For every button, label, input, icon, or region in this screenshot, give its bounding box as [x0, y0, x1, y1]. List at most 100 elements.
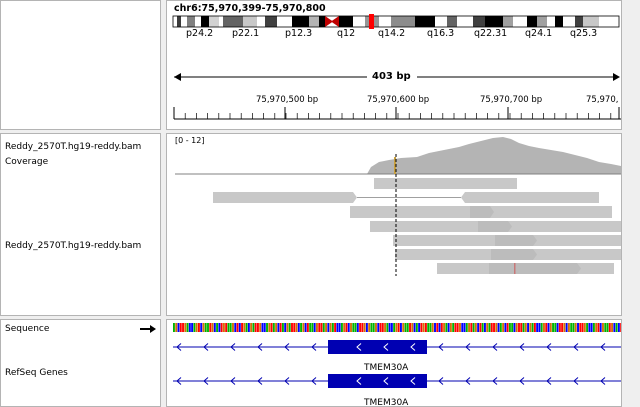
sequence-base: [202, 323, 205, 332]
sequence-base: [304, 323, 307, 332]
read: [478, 221, 512, 232]
name-panel-data: Reddy_2570T.hg19-reddy.bam Coverage Redd…: [0, 133, 161, 316]
sequence-base: [182, 323, 184, 332]
sequence-base: [617, 323, 620, 332]
sequence-base: [311, 323, 314, 332]
sequence-base: [570, 323, 573, 332]
sequence-base: [499, 323, 502, 332]
cytoband: [503, 16, 513, 27]
alignment-canvas[interactable]: [167, 134, 622, 316]
sequence-base: [261, 323, 264, 332]
sequence-base: [449, 323, 452, 332]
sequence-base: [561, 323, 564, 332]
sequence-base: [558, 323, 561, 332]
sequence-base: [363, 323, 366, 332]
cytoband: [177, 16, 181, 27]
ruler-tick-label: 75,970,700 bp: [480, 95, 543, 105]
cytoband: [435, 16, 447, 27]
sequence-base: [440, 323, 443, 332]
strand-chevron-icon: [311, 377, 317, 385]
sequence-base: [350, 323, 352, 332]
sequence-base: [422, 323, 425, 332]
strand-chevron-icon: [492, 377, 498, 385]
sequence-base: [504, 323, 507, 332]
sequence-base: [490, 323, 493, 332]
cytoband: [547, 16, 555, 27]
sequence-base: [327, 323, 330, 332]
sequence-base: [302, 323, 305, 332]
sequence-base: [309, 323, 312, 332]
read: [495, 235, 537, 246]
coverage-track-name[interactable]: Reddy_2570T.hg19-reddy.bam Coverage: [5, 142, 142, 167]
sequence-base: [352, 323, 355, 332]
sequence-base: [495, 323, 498, 332]
sequence-base: [615, 323, 618, 332]
sequence-base: [574, 323, 577, 332]
sequence-base: [477, 323, 480, 332]
sequence-base: [340, 323, 343, 332]
sequence-base: [220, 323, 223, 332]
exon-strand-chevrons: [356, 343, 416, 351]
sequence-base: [581, 323, 584, 332]
sequence-base: [211, 323, 214, 332]
sequence-base: [188, 323, 191, 332]
read: [470, 206, 494, 218]
band-label: p24.2: [186, 28, 214, 39]
sequence-base: [256, 323, 259, 332]
sequence-track-name[interactable]: Sequence: [5, 324, 50, 334]
cytoband: [563, 16, 575, 27]
sequence-base: [238, 323, 241, 332]
sequence-base: [179, 323, 182, 332]
sequence-track: [173, 323, 621, 332]
sequence-base: [241, 323, 243, 332]
sequence-base: [470, 323, 473, 332]
feature-panel[interactable]: TMEM30A TMEM30A: [166, 319, 622, 407]
gene-name-label[interactable]: TMEM30A: [364, 363, 409, 373]
data-panel[interactable]: [0 - 12]: [166, 133, 622, 316]
sequence-base: [354, 323, 357, 332]
sequence-base: [207, 323, 209, 332]
sequence-base: [431, 323, 434, 332]
cytoband: [391, 16, 415, 27]
sequence-base: [393, 323, 396, 332]
strand-chevron-icon: [284, 377, 290, 385]
sequence-base: [567, 323, 570, 332]
strand-chevron-icon: [546, 377, 552, 385]
sequence-base: [193, 323, 196, 332]
sequence-base: [411, 323, 414, 332]
sequence-base: [506, 323, 509, 332]
sequence-base: [418, 323, 421, 332]
sequence-base: [361, 323, 364, 332]
coverage-histogram[interactable]: [367, 137, 621, 174]
sequence-base: [356, 323, 359, 332]
sequence-base: [604, 323, 607, 332]
centromere-left: [325, 16, 333, 27]
strand-chevron-icon: [492, 343, 498, 351]
sequence-base: [204, 323, 207, 332]
gene-strand-chevrons: [176, 343, 606, 351]
strand-chevron-icon: [356, 377, 362, 385]
gene-name-label[interactable]: TMEM30A: [364, 398, 409, 407]
sequence-base: [306, 323, 309, 332]
strand-arrow-icon[interactable]: [1, 320, 161, 340]
refseq-track-name[interactable]: RefSeq Genes: [5, 368, 68, 378]
sequence-base: [577, 323, 579, 332]
cytoband: [277, 16, 292, 27]
strand-chevron-icon: [438, 377, 444, 385]
sequence-base: [295, 323, 298, 332]
sequence-base: [263, 323, 266, 332]
sequence-base: [529, 323, 532, 332]
sequence-base: [445, 323, 448, 332]
sequence-base: [599, 323, 602, 332]
sequence-base: [379, 323, 382, 332]
sequence-base: [250, 323, 253, 332]
read: [461, 192, 599, 203]
sequence-base: [286, 323, 289, 332]
sequence-base: [320, 323, 323, 332]
alignment-track-name[interactable]: Reddy_2570T.hg19-reddy.bam: [5, 241, 142, 251]
cytoband: [353, 16, 365, 27]
feature-canvas[interactable]: [167, 320, 622, 407]
exon-strand-chevrons: [356, 377, 416, 385]
chromosome-ideogram[interactable]: [167, 1, 622, 45]
sequence-base: [197, 323, 200, 332]
